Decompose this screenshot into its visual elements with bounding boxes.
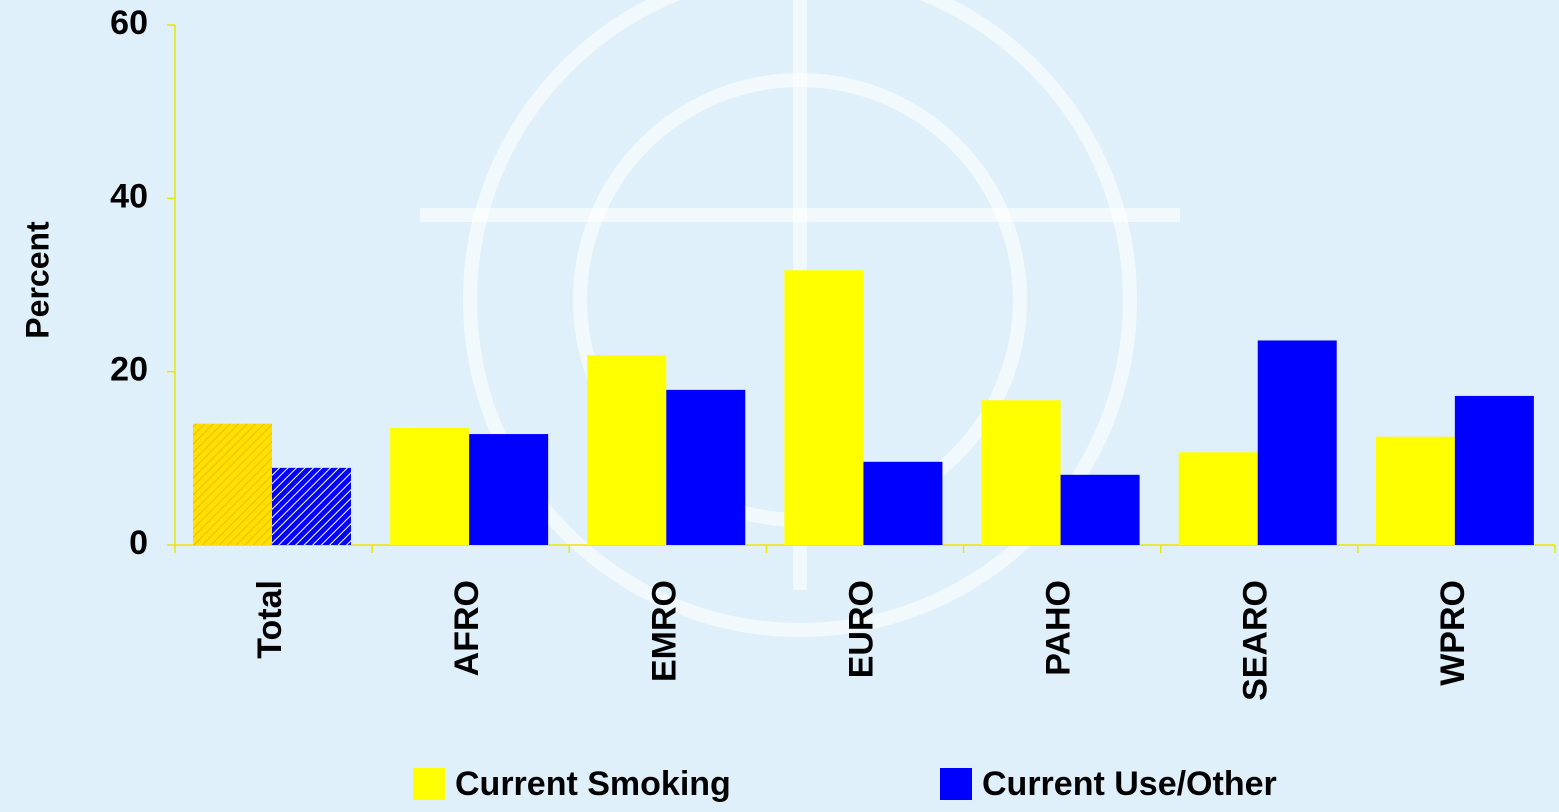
legend-label: Current Smoking xyxy=(455,765,731,803)
legend-label: Current Use/Other xyxy=(982,765,1277,803)
y-tick-label: 40 xyxy=(110,177,148,215)
bar xyxy=(1454,395,1534,545)
bar xyxy=(1375,436,1455,545)
bar xyxy=(1178,452,1258,545)
bar xyxy=(390,428,470,545)
legend-swatch xyxy=(940,768,972,800)
y-tick-label: 20 xyxy=(110,351,148,389)
x-tick-label: AFRO xyxy=(448,580,486,676)
x-tick-label: PAHO xyxy=(1040,580,1078,676)
bar xyxy=(981,400,1061,545)
bar xyxy=(784,270,864,545)
bar xyxy=(863,461,943,545)
bar xyxy=(469,434,549,545)
x-tick-label: Total xyxy=(251,580,289,659)
bar xyxy=(666,389,746,545)
x-tick-label: EMRO xyxy=(645,580,683,682)
x-tick-label: EURO xyxy=(842,580,880,678)
bar xyxy=(193,423,272,545)
y-tick-label: 0 xyxy=(129,524,148,562)
bar xyxy=(1257,340,1337,545)
y-axis-label: Percent xyxy=(19,221,55,339)
x-tick-label: WPRO xyxy=(1434,580,1472,686)
bar xyxy=(587,355,667,545)
y-tick-label: 60 xyxy=(110,4,148,42)
bar xyxy=(1060,474,1140,545)
bar xyxy=(272,467,351,545)
x-tick-label: SEARO xyxy=(1237,580,1275,701)
legend-swatch xyxy=(413,768,445,800)
